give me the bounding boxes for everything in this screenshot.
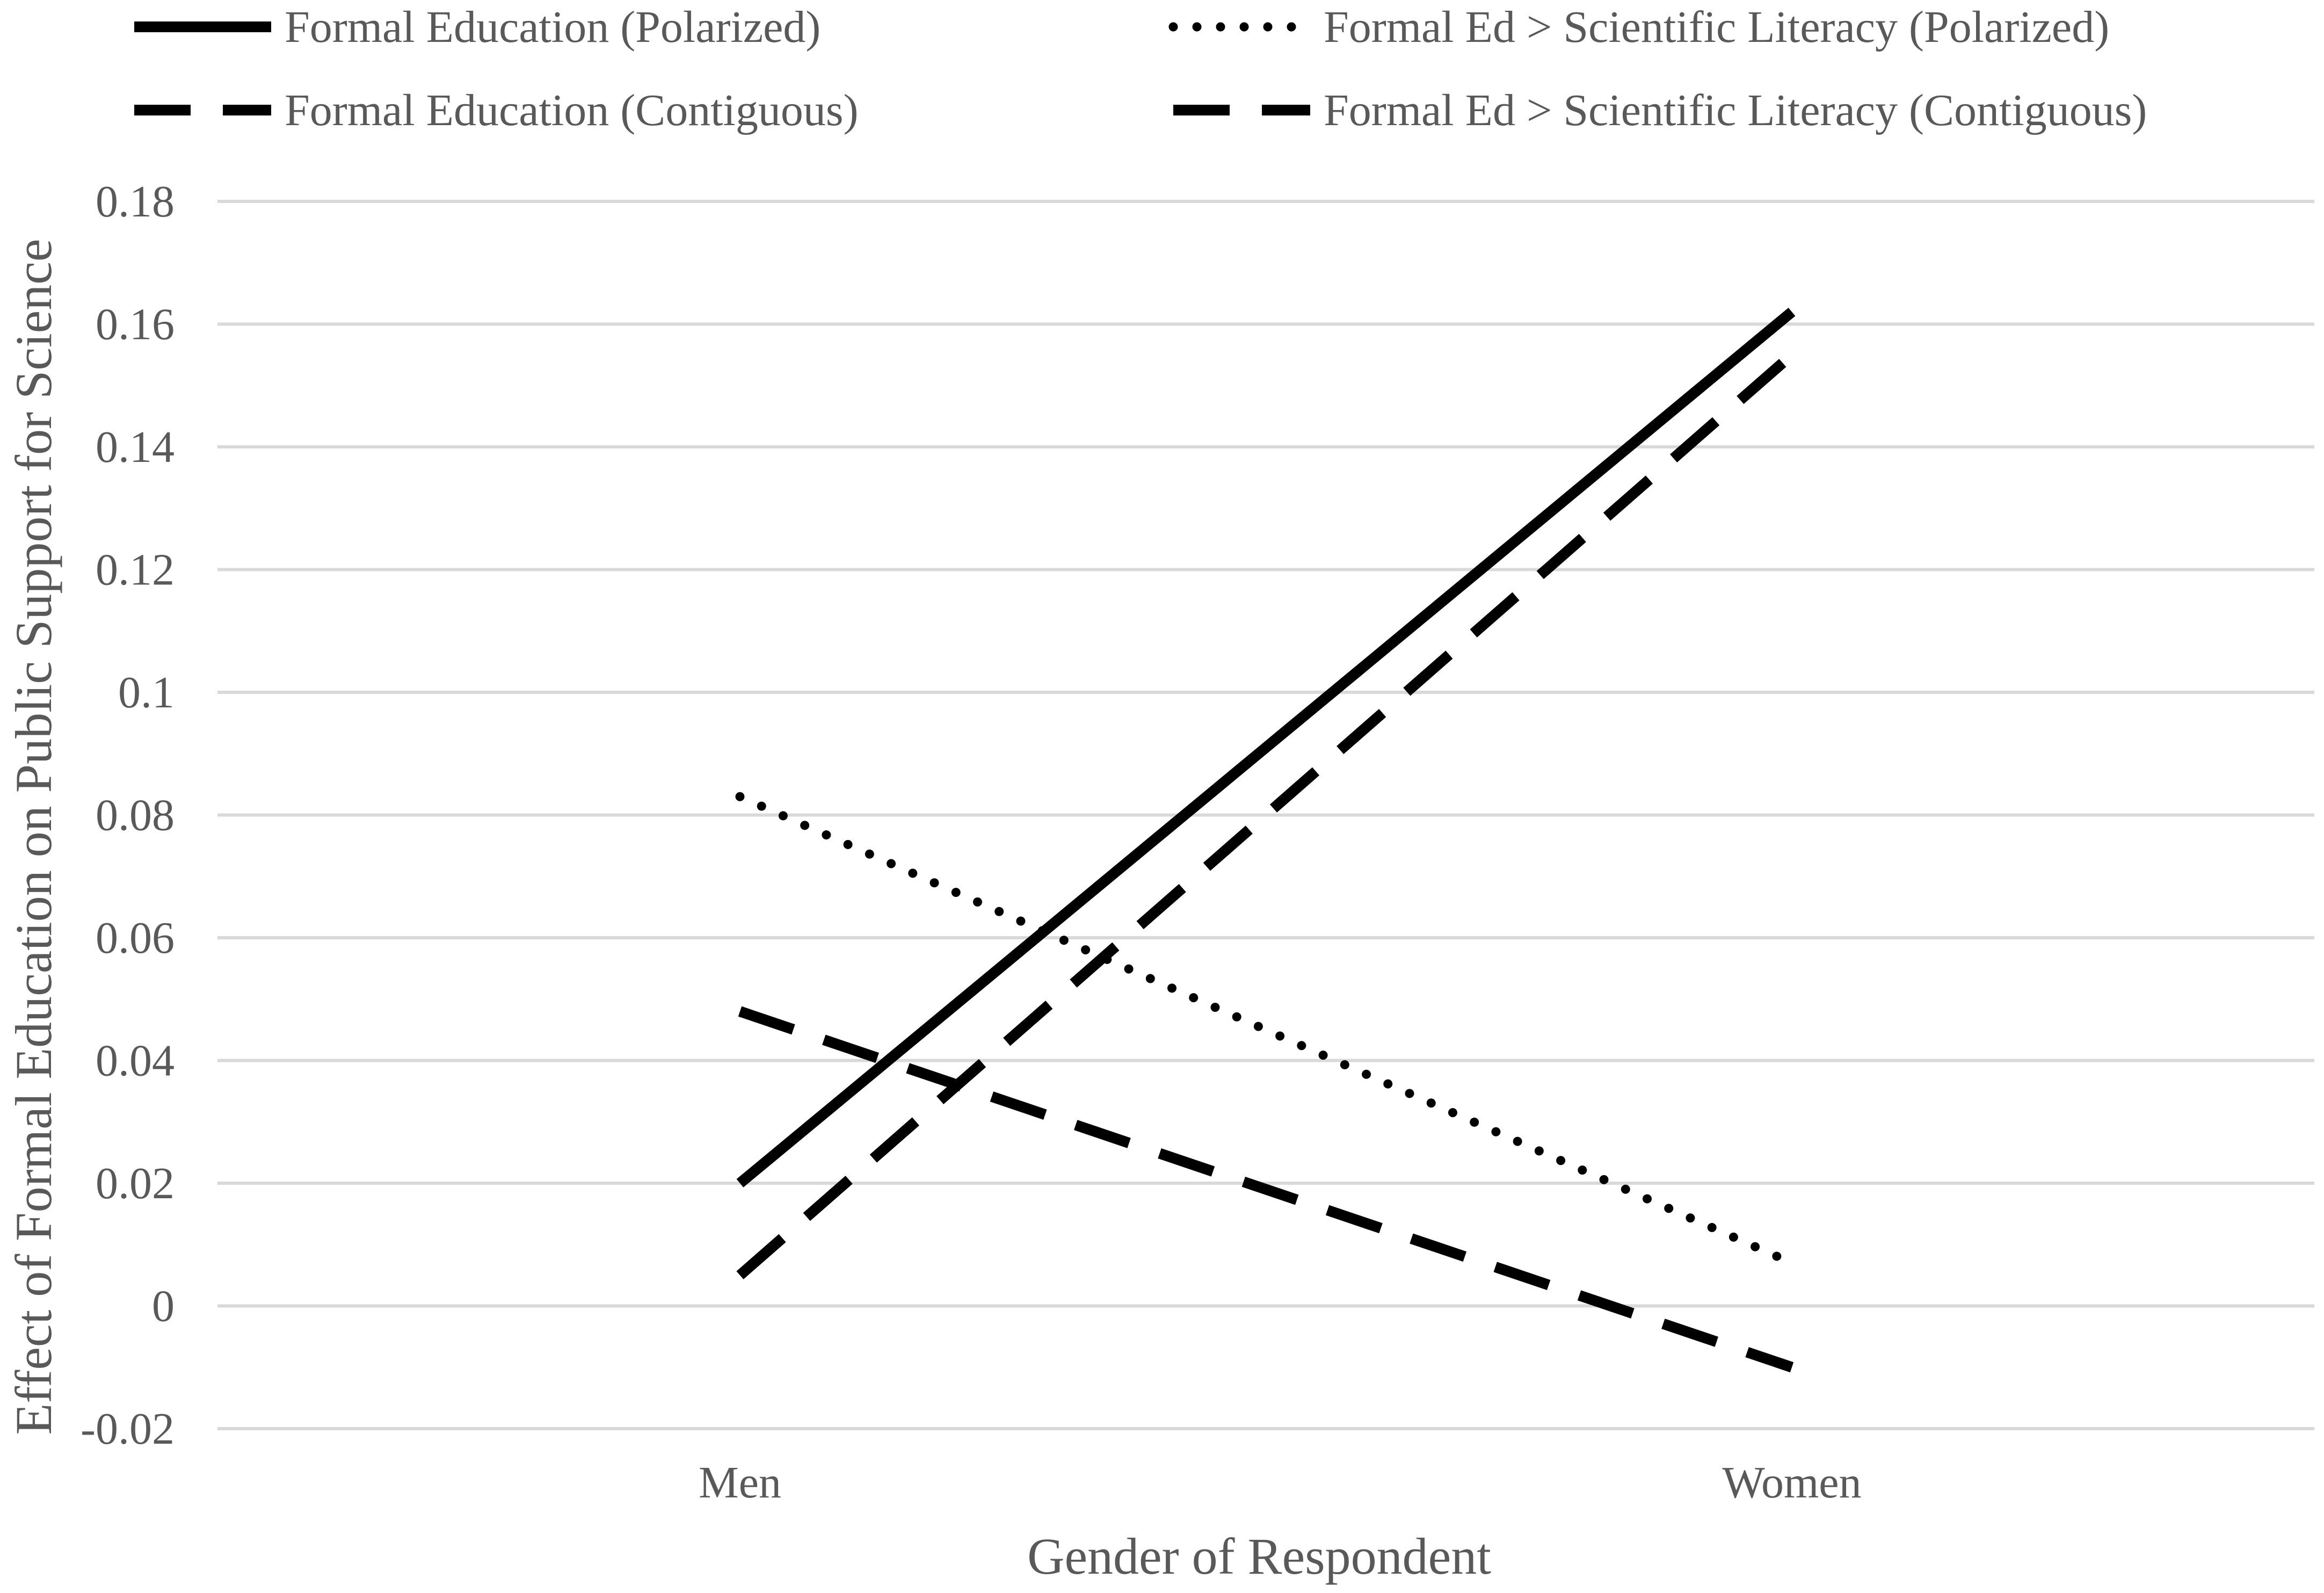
y-tick-label: 0.06 xyxy=(96,913,175,963)
series-lines xyxy=(735,307,1797,1373)
y-tick-label: 0.18 xyxy=(96,177,175,227)
y-tick-label: -0.02 xyxy=(81,1404,175,1454)
gridlines xyxy=(217,200,2314,1430)
legend-label: Formal Ed > Scientific Literacy (Contigu… xyxy=(1324,85,2147,135)
y-tick-label: 0.12 xyxy=(96,545,175,595)
legend-label: Formal Ed > Scientific Literacy (Polariz… xyxy=(1324,2,2109,52)
y-tick-label: 0.14 xyxy=(96,422,175,472)
x-tick-label: Men xyxy=(699,1458,781,1508)
legend-label: Formal Education (Polarized) xyxy=(285,2,820,52)
y-tick-label: 0.08 xyxy=(96,791,175,841)
y-tick-label: 0.04 xyxy=(96,1036,175,1086)
series-line-4 xyxy=(738,1006,1794,1373)
x-tick-label: Women xyxy=(1722,1458,1861,1508)
x-axis-tick-labels: Men Women xyxy=(699,1458,1862,1508)
y-axis-tick-labels: 0.18 0.16 0.14 0.12 0.1 0.08 0.06 0.04 0.02 0 -0.0… xyxy=(81,177,175,1454)
y-tick-label: 0 xyxy=(152,1281,175,1331)
y-axis-title: Effect of Formal Education on Public Sup… xyxy=(5,238,62,1435)
legend: Formal Education (Polarized) Formal Ed > … xyxy=(134,2,2147,135)
series-line-2 xyxy=(735,792,1797,1268)
legend-label: Formal Education (Contiguous) xyxy=(285,85,859,135)
y-tick-label: 0.16 xyxy=(96,300,175,350)
series-line-1 xyxy=(736,307,1796,1187)
y-tick-label: 0.1 xyxy=(118,668,175,718)
series-line-3 xyxy=(736,351,1796,1279)
x-axis-title: Gender of Respondent xyxy=(1027,1527,1491,1585)
y-tick-label: 0.02 xyxy=(96,1158,175,1208)
